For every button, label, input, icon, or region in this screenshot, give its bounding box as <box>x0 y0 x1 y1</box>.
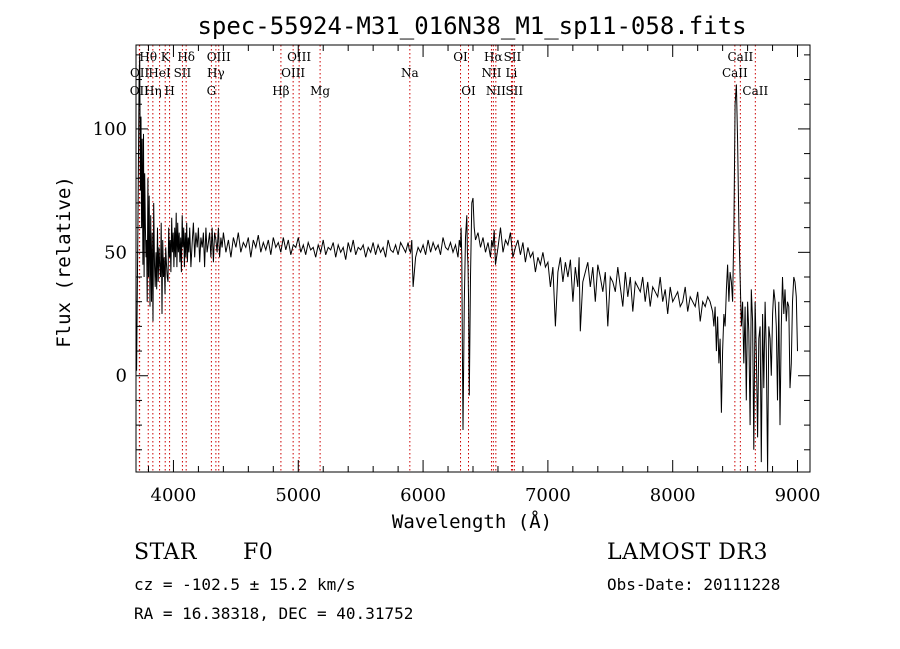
plot-frame <box>135 44 811 473</box>
spectral-line-label: OI <box>461 84 476 98</box>
spectral-line-label: OIII <box>207 50 231 64</box>
axis-ticks <box>136 45 810 472</box>
x-tick-label: 5000 <box>275 485 321 506</box>
object-subclass: F0 <box>243 540 274 565</box>
x-tick-label: 9000 <box>775 485 821 506</box>
axis-tick-labels: 4000 5000 6000 7000 8000 9000 0 50 100 <box>93 119 821 506</box>
x-tick-label: 8000 <box>650 485 696 506</box>
x-axis-title: Wavelength (Å) <box>392 510 552 533</box>
spectral-line-label: OI <box>453 50 468 64</box>
spectral-line-labels: OIIHθOIIHηHeIKHSIIHδHγGOIIIHβOIIIOIIIMgN… <box>130 50 769 98</box>
chart-title: spec-55924-M31_016N38_M1_sp11-058.fits <box>197 12 746 40</box>
object-type: STAR <box>134 540 197 565</box>
spectral-line-label: K <box>161 50 171 64</box>
spectral-line-markers <box>138 45 756 472</box>
spectral-line-label: CaII <box>722 66 748 80</box>
spectral-line-label: CaII <box>742 84 768 98</box>
spectral-line-label: H <box>164 84 174 98</box>
spectral-line-label: Hη <box>144 84 162 98</box>
spectrum-line <box>136 54 798 473</box>
spectral-line-label: HeI <box>148 66 171 80</box>
spectral-line-label: NII <box>481 66 501 80</box>
spectral-line-label: OIII <box>281 66 305 80</box>
obs-date: Obs-Date: 20111228 <box>607 575 781 594</box>
y-axis-title: Flux (relative) <box>53 176 75 348</box>
x-tick-label: 4000 <box>151 485 197 506</box>
survey-name: LAMOST DR3 <box>607 540 768 565</box>
spectral-line-label: Hθ <box>139 50 157 64</box>
spectral-line-label: CaII <box>727 50 753 64</box>
spectral-line-label: SII <box>174 66 192 80</box>
spectral-line-label: Li <box>506 66 518 80</box>
spectral-line-label: Hα <box>484 50 503 64</box>
spectral-line-label: Hγ <box>207 66 225 80</box>
x-tick-label: 6000 <box>400 485 446 506</box>
spectral-line-label: G <box>207 84 217 98</box>
spectral-line-label: SII <box>504 50 522 64</box>
spectral-line-label: Na <box>401 66 419 80</box>
spectral-line-label: OIII <box>287 50 311 64</box>
spectral-line-label: Mg <box>310 84 330 98</box>
y-tick-label: 0 <box>116 366 127 387</box>
spectral-line-label: Hδ <box>177 50 195 64</box>
y-tick-label: 100 <box>93 119 127 140</box>
x-tick-label: 7000 <box>525 485 571 506</box>
spectral-line-label: SII <box>505 84 523 98</box>
y-tick-label: 50 <box>104 242 127 263</box>
coordinates: RA = 16.38318, DEC = 40.31752 <box>134 604 414 623</box>
spectral-line-label: Hβ <box>272 84 289 98</box>
redshift-value: cz = -102.5 ± 15.2 km/s <box>134 575 356 594</box>
spectral-line-label: NII <box>486 84 506 98</box>
